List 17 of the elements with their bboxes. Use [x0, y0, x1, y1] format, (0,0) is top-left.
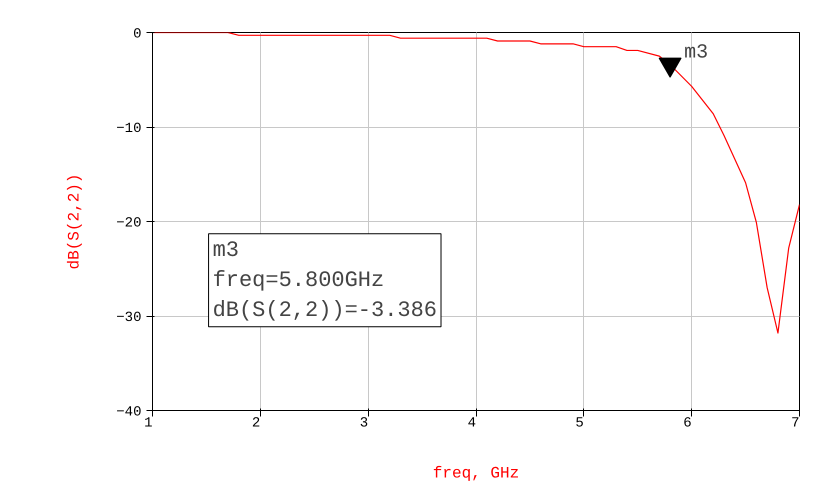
x-tick-label: 1: [144, 416, 153, 432]
x-tick-label: 2: [252, 416, 260, 432]
y-tick-label: −40: [116, 404, 142, 420]
y-tick-label: 0: [133, 26, 142, 42]
line-series: [152, 32, 800, 334]
y-tick-label: −20: [116, 216, 142, 232]
x-tick-label: 3: [360, 416, 368, 432]
y-tick-label: −30: [116, 310, 142, 326]
x-tick-label: 6: [683, 416, 692, 432]
x-axis-title: freq, GHz: [432, 464, 520, 482]
x-tick-label: 4: [468, 416, 476, 432]
y-tick-label: −10: [116, 121, 142, 137]
annotation: m3: [684, 42, 708, 64]
x-tick-label: 5: [575, 416, 584, 432]
annotation: m3 freq=5.800GHz dB(S(2,2))=-3.386: [212, 238, 438, 323]
y-axis-title: dB(S(2,2)): [65, 173, 84, 270]
x-tick-label: 7: [791, 416, 800, 432]
